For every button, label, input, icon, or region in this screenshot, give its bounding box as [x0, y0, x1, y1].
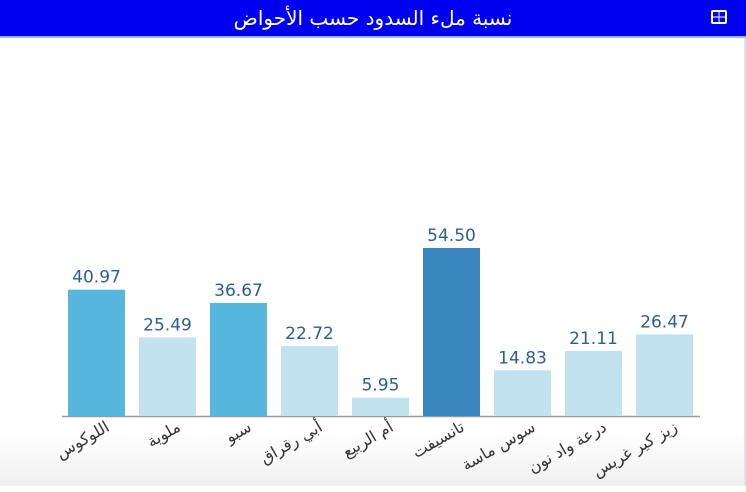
bar[interactable]	[565, 350, 622, 416]
category-label: سوس ماسة	[458, 417, 539, 475]
data-label: 54.50	[427, 226, 476, 246]
bar[interactable]	[352, 397, 409, 416]
data-label: 22.72	[285, 324, 334, 344]
chart-header: نسبة ملء السدود حسب الأحواض	[0, 0, 746, 38]
category-label: اللوكوس	[53, 417, 113, 463]
bar[interactable]	[139, 337, 196, 416]
data-label: 25.49	[143, 315, 192, 335]
bar[interactable]	[281, 345, 338, 416]
data-label: 26.47	[640, 312, 689, 332]
data-label: 14.83	[498, 348, 547, 368]
bar[interactable]	[210, 302, 267, 416]
category-label: ملوية	[144, 417, 184, 452]
data-label: 40.97	[72, 268, 121, 288]
table-icon[interactable]	[710, 9, 728, 25]
bar[interactable]	[636, 334, 693, 416]
category-label: أم الربيع	[339, 416, 397, 462]
category-label: سبو	[221, 417, 255, 448]
bar[interactable]	[68, 289, 125, 416]
data-label: 36.67	[214, 281, 263, 301]
bar[interactable]	[494, 370, 551, 416]
data-label: 21.11	[569, 329, 618, 349]
chart-title: نسبة ملء السدود حسب الأحواض	[233, 6, 513, 30]
data-label: 5.95	[362, 376, 400, 396]
category-label: أبي رقراق	[256, 416, 326, 468]
category-label: تانسيفت	[409, 417, 468, 462]
bar[interactable]	[423, 248, 480, 416]
